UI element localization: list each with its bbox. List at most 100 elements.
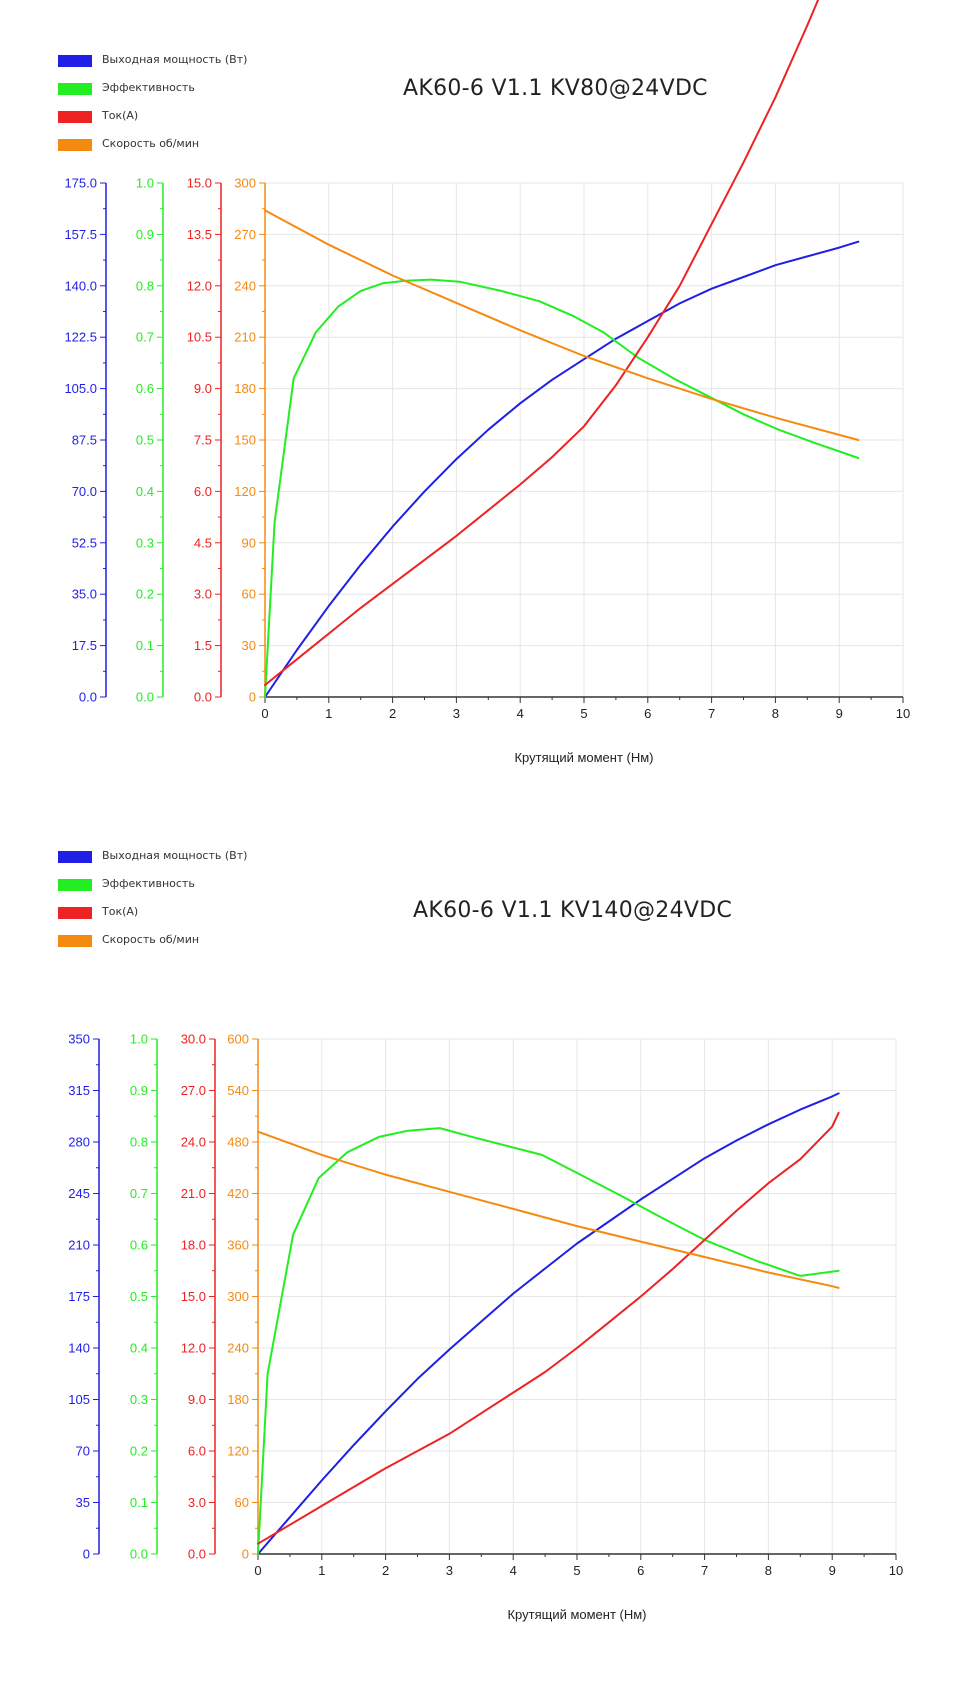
legend-swatch-current [58, 111, 92, 123]
y-tick-label-speed: 60 [235, 1495, 249, 1510]
chart-kv80: Выходная мощность (Вт) Эффективность Ток… [0, 0, 969, 845]
x-tick-label: 7 [708, 706, 715, 721]
legend-label-efficiency: Эффективность [102, 877, 195, 890]
x-tick-label: 1 [325, 706, 332, 721]
chart-kv140: Выходная мощность (Вт) Эффективность Ток… [0, 845, 969, 1693]
y-tick-label-efficiency: 0.7 [130, 1186, 148, 1201]
y-tick-label-current: 3.0 [194, 587, 212, 602]
y-tick-label-power: 70 [76, 1444, 90, 1459]
y-tick-label-current: 1.5 [194, 638, 212, 653]
y-tick-label-current: 12.0 [181, 1341, 206, 1356]
legend-label-power: Выходная мощность (Вт) [102, 53, 248, 66]
y-tick-label-current: 10.5 [187, 330, 212, 345]
series-line-power [257, 1092, 840, 1555]
legend-label-efficiency: Эффективность [102, 81, 195, 94]
y-tick-label-speed: 0 [242, 1547, 249, 1562]
y-tick-label-efficiency: 0.6 [130, 1238, 148, 1253]
y-tick-label-power: 0 [83, 1547, 90, 1562]
y-tick-label-current: 27.0 [181, 1083, 206, 1098]
y-tick-label-power: 280 [68, 1135, 90, 1150]
y-tick-label-speed: 360 [227, 1238, 249, 1253]
x-tick-label: 4 [510, 1563, 517, 1578]
y-tick-label-efficiency: 0.2 [136, 587, 154, 602]
legend-label-speed: Скорость об/мин [102, 933, 200, 946]
y-tick-label-power: 70.0 [72, 484, 97, 499]
series-line-speed [264, 209, 860, 441]
y-tick-label-power: 140.0 [64, 278, 97, 293]
plot-area: 0 1 2 3 4 5 6 7 8 9 10 Крутящий момент (Нм) 0.0 17.5 3… [64, 0, 910, 765]
y-tick-label-current: 15.0 [187, 176, 212, 191]
y-tick-label-efficiency: 0.6 [136, 381, 154, 396]
y-axis-current: 0.0 1.5 3.0 4.5 6.0 7.5 9.0 10.5 12.0 13.5 15.0 [187, 176, 222, 705]
chart-title: AK60-6 V1.1 KV140@24VDC [413, 898, 733, 923]
y-tick-label-speed: 210 [234, 330, 256, 345]
x-tick-label: 2 [382, 1563, 389, 1578]
y-tick-label-power: 87.5 [72, 433, 97, 448]
y-tick-label-efficiency: 0.0 [136, 690, 154, 705]
x-axis-label: Крутящий момент (Нм) [507, 1607, 646, 1622]
y-tick-label-efficiency: 0.1 [130, 1495, 148, 1510]
y-tick-label-current: 21.0 [181, 1186, 206, 1201]
series-line-current [257, 1111, 840, 1545]
y-tick-label-power: 0.0 [79, 690, 97, 705]
y-tick-label-speed: 300 [234, 176, 256, 191]
x-tick-label: 5 [573, 1563, 580, 1578]
x-tick-label: 6 [644, 706, 651, 721]
y-tick-label-power: 52.5 [72, 535, 97, 550]
y-axis-current: 0.0 3.0 6.0 9.0 12.0 15.0 18.0 21.0 24.0 27.0 30.0 [181, 1032, 216, 1562]
y-tick-label-speed: 60 [242, 587, 256, 602]
y-tick-label-speed: 240 [227, 1341, 249, 1356]
legend-swatch-power [58, 851, 92, 863]
y-axis-power: 0 35 70 105 140 175 210 245 280 315 350 [68, 1032, 100, 1562]
y-tick-label-current: 12.0 [187, 278, 212, 293]
legend-label-current: Ток(А) [102, 109, 139, 122]
y-tick-label-speed: 270 [234, 227, 256, 242]
y-tick-label-power: 245 [68, 1186, 90, 1201]
y-tick-label-efficiency: 0.4 [136, 484, 154, 499]
y-tick-label-power: 210 [68, 1238, 90, 1253]
y-tick-label-efficiency: 0.3 [136, 535, 154, 550]
y-tick-label-speed: 240 [234, 278, 256, 293]
y-tick-label-power: 175.0 [64, 176, 97, 191]
y-tick-label-efficiency: 0.9 [136, 227, 154, 242]
legend-label-power: Выходная мощность (Вт) [102, 849, 248, 862]
y-tick-label-power: 17.5 [72, 638, 97, 653]
y-tick-label-efficiency: 0.7 [136, 330, 154, 345]
y-tick-label-efficiency: 1.0 [130, 1032, 148, 1047]
y-tick-label-power: 175 [68, 1289, 90, 1304]
y-tick-label-speed: 180 [234, 381, 256, 396]
y-tick-label-power: 122.5 [64, 330, 97, 345]
y-tick-label-current: 24.0 [181, 1135, 206, 1150]
y-tick-label-current: 0.0 [188, 1547, 206, 1562]
y-tick-label-current: 9.0 [188, 1392, 206, 1407]
y-axis-speed: 0 30 60 90 120 150 180 210 240 270 300 [234, 176, 266, 705]
y-axis-speed: 0 60 120 180 240 300 360 420 480 540 600 [227, 1032, 259, 1562]
legend-swatch-speed [58, 139, 92, 151]
legend-label-speed: Скорость об/мин [102, 137, 200, 150]
y-tick-label-speed: 90 [242, 535, 256, 550]
y-tick-label-efficiency: 0.5 [130, 1289, 148, 1304]
y-axis-power: 0.0 17.5 35.0 52.5 70.0 87.5 105.0 122.5 140.0 15… [64, 176, 107, 705]
y-tick-label-power: 157.5 [64, 227, 97, 242]
y-tick-label-efficiency: 1.0 [136, 176, 154, 191]
y-tick-label-efficiency: 0.9 [130, 1083, 148, 1098]
y-tick-label-power: 350 [68, 1032, 90, 1047]
y-tick-label-current: 0.0 [194, 690, 212, 705]
y-tick-label-current: 13.5 [187, 227, 212, 242]
y-axis-efficiency: 0.0 0.1 0.2 0.3 0.4 0.5 0.6 0.7 0.8 0.9 1.0 [136, 176, 164, 705]
x-tick-label: 9 [836, 706, 843, 721]
y-tick-label-efficiency: 0.3 [130, 1392, 148, 1407]
y-tick-label-speed: 120 [234, 484, 256, 499]
y-tick-label-current: 6.0 [188, 1444, 206, 1459]
y-tick-label-current: 3.0 [188, 1495, 206, 1510]
x-tick-label: 0 [254, 1563, 261, 1578]
y-tick-label-current: 4.5 [194, 535, 212, 550]
x-tick-label: 2 [389, 706, 396, 721]
y-tick-label-efficiency: 0.0 [130, 1547, 148, 1562]
x-tick-label: 10 [889, 1563, 903, 1578]
legend-label-current: Ток(А) [102, 905, 139, 918]
chart-title: AK60-6 V1.1 KV80@24VDC [403, 76, 708, 101]
y-tick-label-efficiency: 0.8 [130, 1135, 148, 1150]
y-tick-label-power: 35 [76, 1495, 90, 1510]
y-tick-label-efficiency: 0.5 [136, 433, 154, 448]
